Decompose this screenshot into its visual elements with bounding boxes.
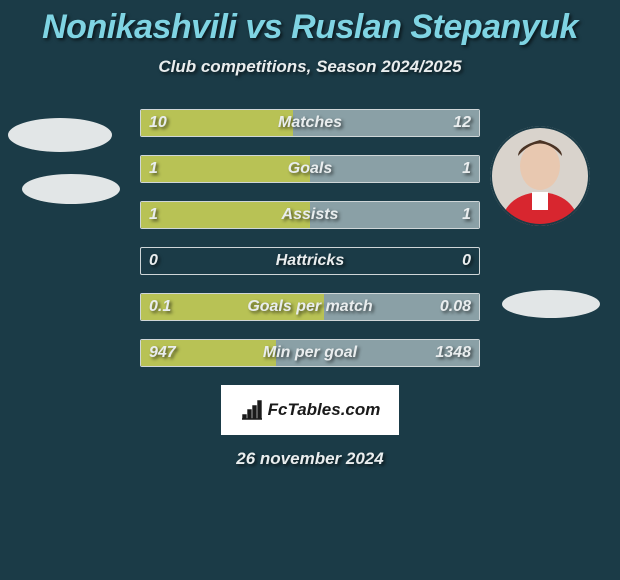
- right-player-placeholder: [502, 290, 600, 318]
- subtitle: Club competitions, Season 2024/2025: [0, 57, 620, 77]
- stats-bars: 10Matches12 1Goals1 1Assists1 0Hattricks0 0.…: [140, 109, 480, 367]
- stat-fill-left: [141, 156, 310, 182]
- left-player-placeholder-2: [22, 174, 120, 204]
- chart-icon: [240, 398, 264, 422]
- stat-row: 10Matches12: [140, 109, 480, 137]
- stat-row: 0Hattricks0: [140, 247, 480, 275]
- stat-fill-left: [141, 110, 293, 136]
- watermark-text: FcTables.com: [268, 400, 381, 420]
- stat-value-right: 0: [462, 248, 471, 274]
- right-player-avatar: [490, 126, 590, 226]
- stat-fill-right: [324, 294, 479, 320]
- stat-row: 1Assists1: [140, 201, 480, 229]
- stat-fill-right: [310, 202, 479, 228]
- stat-fill-right: [276, 340, 479, 366]
- date-label: 26 november 2024: [0, 449, 620, 469]
- stat-fill-left: [141, 340, 276, 366]
- page-title: Nonikashvili vs Ruslan Stepanyuk: [0, 0, 620, 47]
- avatar-icon: [490, 126, 590, 226]
- stat-row: 0.1Goals per match0.08: [140, 293, 480, 321]
- stat-label: Hattricks: [141, 248, 479, 274]
- stat-value-left: 0: [149, 248, 158, 274]
- stat-fill-right: [310, 156, 479, 182]
- stat-row: 947Min per goal1348: [140, 339, 480, 367]
- stat-fill-left: [141, 294, 324, 320]
- stat-fill-left: [141, 202, 310, 228]
- stat-row: 1Goals1: [140, 155, 480, 183]
- stat-fill-right: [293, 110, 479, 136]
- left-player-placeholder-1: [8, 118, 112, 152]
- watermark: FcTables.com: [221, 385, 399, 435]
